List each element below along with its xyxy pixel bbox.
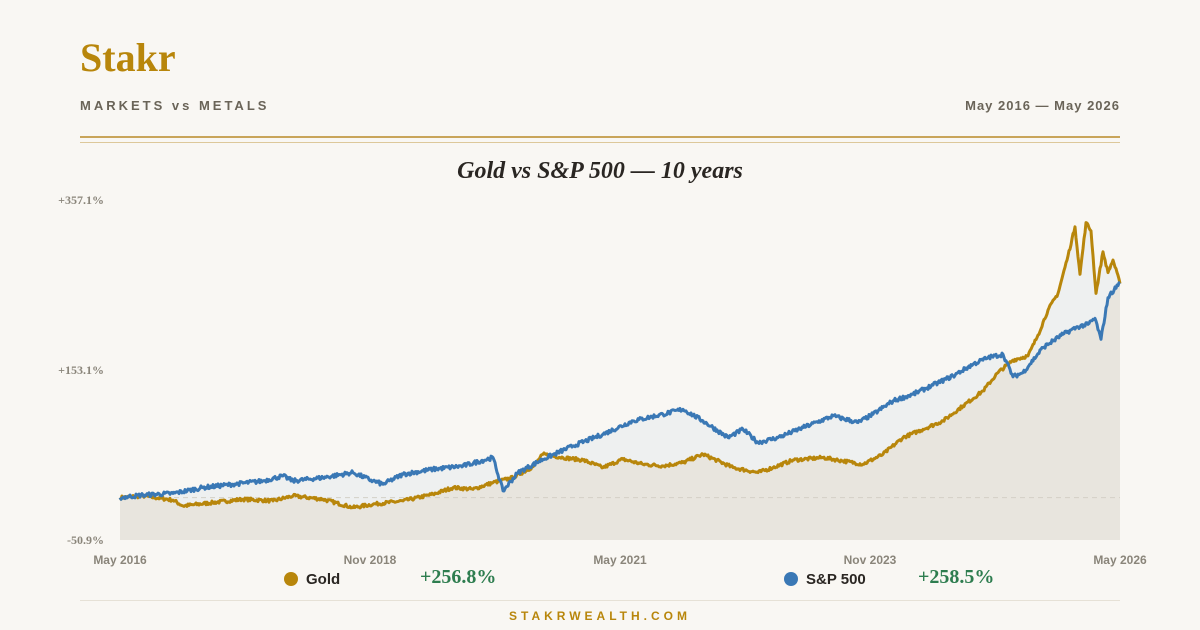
footer-divider	[80, 600, 1120, 601]
header-divider-thin	[80, 142, 1120, 143]
series-gold-line	[118, 221, 1122, 510]
x-tick-label: May 2016	[93, 553, 147, 567]
series-sp500-line	[118, 280, 1121, 501]
x-tick-label: May 2021	[593, 553, 647, 567]
legend-sp500-label: S&P 500	[806, 570, 866, 588]
chart-title: Gold vs S&P 500 — 10 years	[457, 158, 743, 184]
y-tick-label: +357.1%	[58, 193, 104, 207]
tagline: MARKETS vs METALS	[80, 98, 270, 113]
x-tick-label: Nov 2023	[844, 553, 897, 567]
footer-site: STAKRWEALTH.COM	[509, 609, 691, 623]
header-divider	[80, 136, 1120, 138]
legend-gold-label: Gold	[306, 570, 341, 588]
x-tick-label: Nov 2018	[344, 553, 397, 567]
brand-logo: Stakr	[80, 35, 176, 80]
gold-return: +256.8%	[420, 566, 497, 588]
y-tick-label: +153.1%	[58, 363, 104, 377]
x-tick-label: May 2026	[1093, 553, 1147, 567]
sp500-return: +258.5%	[918, 566, 995, 588]
date-range: May 2016 — May 2026	[965, 98, 1120, 113]
sp500-dot-icon	[784, 572, 798, 586]
legend-gold: Gold	[284, 568, 340, 590]
spread-area	[120, 222, 1120, 508]
gold-dot-icon	[284, 572, 298, 586]
legend-sp500: S&P 500	[784, 568, 866, 590]
y-tick-label: -50.9%	[67, 533, 104, 547]
